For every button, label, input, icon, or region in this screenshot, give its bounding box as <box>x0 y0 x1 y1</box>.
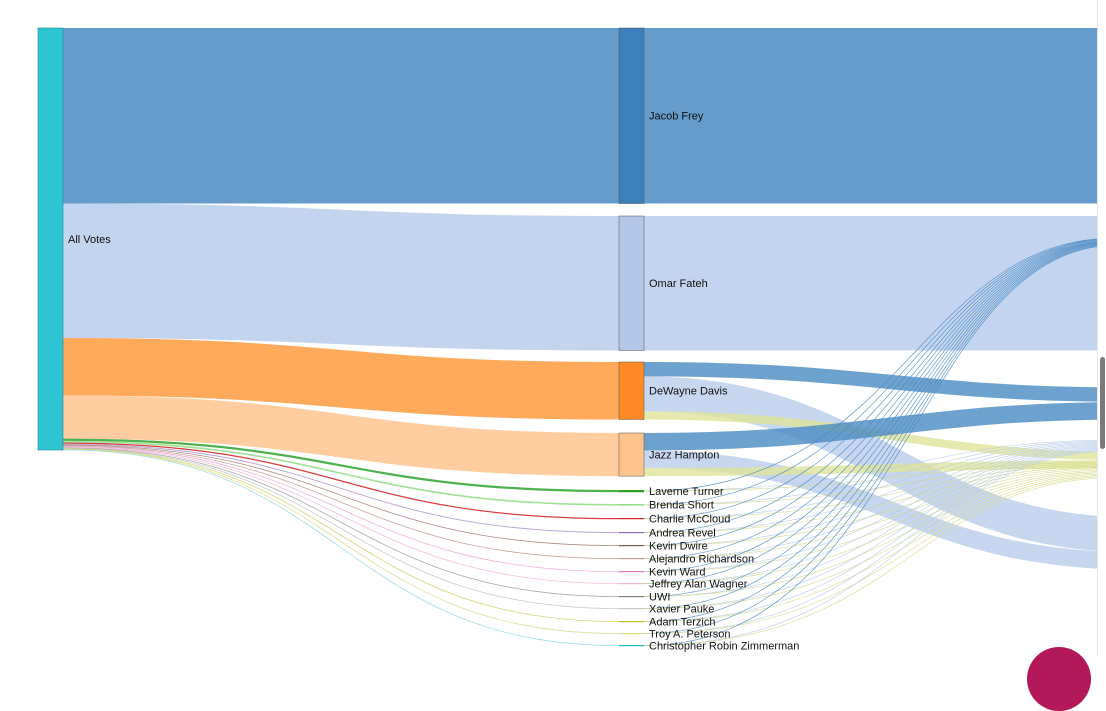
first-round-links <box>62 27 620 646</box>
link-charlie-mccloud-transfer-0[interactable] <box>643 239 1097 519</box>
node-jacob-frey[interactable] <box>618 27 645 204</box>
node-jazz-hampton[interactable] <box>618 432 645 477</box>
link-all-votes-to-christopher-robin-zimmerman[interactable] <box>62 449 620 646</box>
label-jazz-hampton: Jazz Hampton <box>649 449 719 461</box>
link-troy-a-peterson-transfer-1[interactable] <box>643 450 1097 634</box>
label-kevin-ward: Kevin Ward <box>649 567 705 579</box>
vertical-scrollbar[interactable] <box>1097 0 1106 657</box>
link-dewayne-davis-to-jacob-frey[interactable] <box>643 362 1097 402</box>
link-all-votes-to-jazz-hampton[interactable] <box>62 395 620 477</box>
node-charlie-mccloud[interactable] <box>619 518 644 520</box>
node-andrea-revel[interactable] <box>619 532 644 534</box>
label-laverne-turner: Laverne Turner <box>649 486 724 498</box>
node-laverne-turner[interactable] <box>619 490 644 493</box>
link-all-votes-to-dewayne-davis[interactable] <box>62 338 620 420</box>
node-kevin-ward[interactable] <box>619 571 644 573</box>
link-andrea-revel-transfer-2[interactable] <box>643 465 1097 533</box>
label-xavier-pauke: Xavier Pauke <box>649 604 714 616</box>
label-troy-a-peterson: Troy A. Peterson <box>649 629 731 641</box>
link-all-votes-to-charlie-mccloud[interactable] <box>62 442 620 520</box>
label-uwi: UWI <box>649 592 670 604</box>
link-uwi-transfer-0[interactable] <box>643 243 1097 597</box>
link-troy-a-peterson-transfer-0[interactable] <box>643 245 1097 634</box>
link-all-votes-to-omar-fateh[interactable] <box>62 203 620 351</box>
link-jazz-hampton-to-jacob-frey[interactable] <box>643 402 1097 451</box>
link-dewayne-davis-to-exhausted[interactable] <box>643 411 1097 460</box>
link-all-votes-to-alejandro-richardson[interactable] <box>62 445 620 559</box>
link-xavier-pauke-transfer-0[interactable] <box>643 243 1097 609</box>
link-alejandro-richardson-transfer-0[interactable] <box>643 241 1097 559</box>
link-all-votes-to-laverne-turner[interactable] <box>62 438 620 493</box>
link-laverne-turner-transfer-0[interactable] <box>643 238 1097 492</box>
label-dewayne-davis: DeWayne Davis <box>649 386 728 398</box>
link-all-votes-to-kevin-dwire[interactable] <box>62 444 620 547</box>
link-all-votes-to-xavier-pauke[interactable] <box>62 448 620 609</box>
link-laverne-turner-transfer-1[interactable] <box>643 439 1097 492</box>
node-christopher-robin-zimmerman[interactable] <box>619 645 644 647</box>
link-christopher-robin-zimmerman-transfer-2[interactable] <box>643 477 1097 646</box>
link-kevin-ward-transfer-2[interactable] <box>643 469 1097 572</box>
label-omar-fateh: Omar Fateh <box>649 278 708 290</box>
link-andrea-revel-transfer-1[interactable] <box>643 442 1097 533</box>
link-uwi-transfer-1[interactable] <box>643 447 1097 597</box>
link-all-votes-to-andrea-revel[interactable] <box>62 443 620 534</box>
label-christopher-robin-zimmerman: Christopher Robin Zimmerman <box>649 641 799 653</box>
link-adam-terzich-transfer-1[interactable] <box>643 449 1097 622</box>
link-kevin-ward-transfer-1[interactable] <box>643 445 1097 572</box>
node-dewayne-davis[interactable] <box>618 361 645 420</box>
label-jacob-frey: Jacob Frey <box>649 111 704 123</box>
label-alejandro-richardson: Alejandro Richardson <box>649 554 754 566</box>
link-brenda-short-transfer-0[interactable] <box>643 239 1097 506</box>
label-kevin-dwire: Kevin Dwire <box>649 541 708 553</box>
link-all-votes-to-brenda-short[interactable] <box>62 440 620 506</box>
link-xavier-pauke-transfer-1[interactable] <box>643 448 1097 609</box>
sankey-labels: All Votes Jacob Frey Omar Fateh DeWayne Dav… <box>68 111 799 653</box>
label-brenda-short: Brenda Short <box>649 500 714 512</box>
label-jeffrey-alan-wagner: Jeffrey Alan Wagner <box>649 579 748 591</box>
link-jeffrey-alan-wagner-transfer-0[interactable] <box>643 242 1097 584</box>
link-all-votes-to-adam-terzich[interactable] <box>62 448 620 622</box>
sankey-chart: All Votes Jacob Frey Omar Fateh DeWayne Dav… <box>37 27 1097 653</box>
link-troy-a-peterson-transfer-2[interactable] <box>643 476 1097 634</box>
label-adam-terzich: Adam Terzich <box>649 617 715 629</box>
node-xavier-pauke[interactable] <box>619 608 644 610</box>
node-kevin-dwire[interactable] <box>619 545 644 547</box>
link-all-votes-to-troy-a-peterson[interactable] <box>62 448 620 634</box>
label-charlie-mccloud: Charlie McCloud <box>649 514 730 526</box>
node-troy-a-peterson[interactable] <box>619 633 644 635</box>
link-adam-terzich-transfer-0[interactable] <box>643 244 1097 622</box>
link-all-votes-to-kevin-ward[interactable] <box>62 446 620 572</box>
link-christopher-robin-zimmerman-transfer-0[interactable] <box>643 245 1097 646</box>
link-kevin-ward-transfer-0[interactable] <box>643 242 1097 572</box>
link-uwi-transfer-2[interactable] <box>643 472 1097 597</box>
link-charlie-mccloud-transfer-1[interactable] <box>643 441 1097 519</box>
link-charlie-mccloud-transfer-2[interactable] <box>643 464 1097 519</box>
link-alejandro-richardson-transfer-1[interactable] <box>643 444 1097 559</box>
label-all-votes: All Votes <box>68 234 111 246</box>
link-jeffrey-alan-wagner-transfer-1[interactable] <box>643 446 1097 584</box>
node-uwi[interactable] <box>619 596 644 598</box>
node-alejandro-richardson[interactable] <box>619 558 644 560</box>
link-kevin-dwire-transfer-0[interactable] <box>643 240 1097 546</box>
link-andrea-revel-transfer-0[interactable] <box>643 240 1097 533</box>
link-kevin-dwire-transfer-1[interactable] <box>643 443 1097 546</box>
label-andrea-revel: Andrea Revel <box>649 528 716 540</box>
link-all-votes-to-uwi[interactable] <box>62 447 620 597</box>
node-all-votes[interactable] <box>37 27 64 451</box>
scroll-thumb[interactable] <box>1100 357 1105 449</box>
node-omar-fateh[interactable] <box>618 215 645 351</box>
second-round-links <box>643 27 1097 646</box>
link-brenda-short-transfer-2[interactable] <box>643 463 1097 506</box>
link-laverne-turner-transfer-2[interactable] <box>643 461 1097 492</box>
sankey-nodes <box>37 27 645 647</box>
node-adam-terzich[interactable] <box>619 621 644 623</box>
link-christopher-robin-zimmerman-transfer-1[interactable] <box>643 451 1097 646</box>
link-all-votes-to-jeffrey-alan-wagner[interactable] <box>62 446 620 584</box>
node-brenda-short[interactable] <box>619 504 644 506</box>
node-jeffrey-alan-wagner[interactable] <box>619 583 644 585</box>
link-brenda-short-transfer-1[interactable] <box>643 440 1097 506</box>
